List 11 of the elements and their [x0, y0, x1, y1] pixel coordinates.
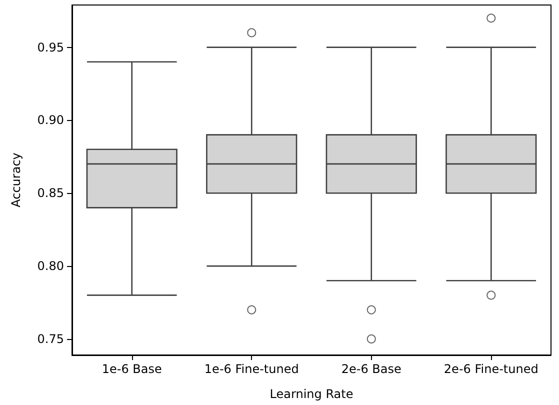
- y-tick-label: 0.85: [37, 186, 64, 200]
- x-tick-label: 2e-6 Fine-tuned: [444, 362, 538, 376]
- x-tick-label: 1e-6 Base: [102, 362, 162, 376]
- x-tick-label: 2e-6 Base: [341, 362, 402, 376]
- y-tick-label: 0.95: [37, 40, 64, 54]
- y-tick-label: 0.75: [37, 332, 64, 346]
- y-tick-label: 0.80: [37, 259, 64, 274]
- x-axis-title: Learning Rate: [270, 387, 354, 401]
- y-tick-label: 0.90: [37, 113, 64, 128]
- x-tick-label: 1e-6 Fine-tuned: [204, 362, 299, 376]
- y-axis-title: Accuracy: [9, 152, 23, 208]
